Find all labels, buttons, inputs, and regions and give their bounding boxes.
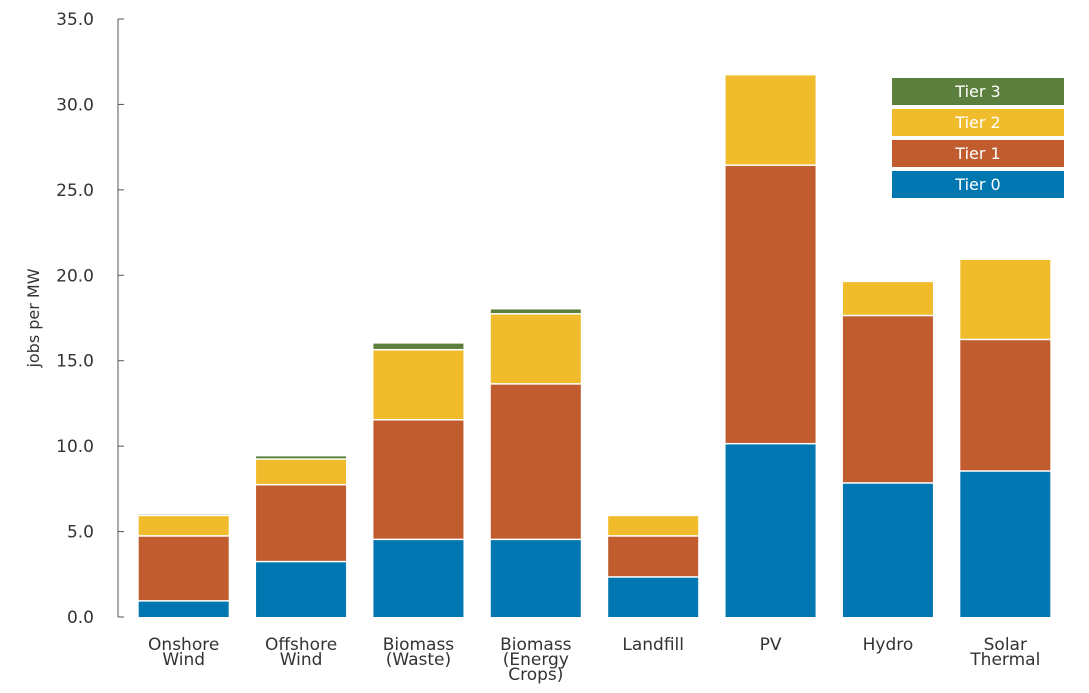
y-tick-label: 20.0 [56,266,94,286]
bar-segment [373,540,464,617]
bar-segment [490,384,581,539]
y-tick-label: 0.0 [67,608,94,628]
bar-segment [608,577,699,617]
bar-segment [842,282,933,315]
legend-label: Tier 1 [954,144,1000,163]
bar-segment [960,340,1051,471]
legend-swatch [892,140,1064,167]
x-category-label: (Energy [503,650,569,670]
x-category-label: Thermal [969,650,1040,670]
bar-segment [256,459,347,484]
legend: Tier 3 Tier 2 Tier 1 Tier 0 [892,78,1064,198]
x-category-label: (Waste) [386,650,451,670]
bar-segment [725,165,816,443]
bar-segment [960,471,1051,617]
legend-label: Tier 2 [954,113,1000,132]
bar-segment [256,562,347,617]
bar-segment [608,536,699,577]
x-category-label: Crops) [508,665,563,685]
bar-segment [138,601,229,617]
bar-segment [138,536,229,601]
bar-segment [490,314,581,384]
y-tick-label: 25.0 [56,181,94,201]
x-category-label: PV [760,635,782,655]
legend-swatch [892,78,1064,105]
x-category-label: Biomass [500,635,572,655]
bar-segment [373,350,464,420]
x-category-label: Offshore [265,635,337,655]
x-category-label: Biomass [383,635,455,655]
y-axis-ticks: 0.0 5.0 10.0 15.0 20.0 25.0 30.0 35.0 [56,10,124,628]
bar-segment [842,316,933,483]
x-category-label: Wind [280,650,323,670]
bar-segment [138,516,229,536]
bar-segment [725,75,816,165]
x-category-label: Hydro [863,635,914,655]
bar-segment [373,420,464,539]
x-axis-labels: OnshoreWindOffshoreWindBiomass(Waste)Bio… [148,635,1040,685]
legend-swatch [892,109,1064,136]
x-category-label: Onshore [148,635,219,655]
bar-segment [256,456,347,459]
y-tick-label: 30.0 [56,95,94,115]
y-axis-label: jobs per MW [24,268,43,368]
x-category-label: Wind [162,650,205,670]
x-category-label: Landfill [622,635,684,655]
bar-segment [725,444,816,617]
legend-swatch [892,171,1064,198]
y-tick-label: 10.0 [56,437,94,457]
bar-segment [842,483,933,617]
y-tick-label: 35.0 [56,10,94,30]
bar-segment [608,516,699,536]
bar-segment [960,259,1051,339]
bar-segment [256,485,347,561]
bar-segment [490,540,581,617]
bars [138,75,1051,617]
x-category-label: Solar [984,635,1027,655]
y-tick-label: 15.0 [56,352,94,372]
y-tick-label: 5.0 [67,523,94,543]
bar-segment [490,309,581,314]
legend-label: Tier 0 [954,175,1000,194]
legend-label: Tier 3 [954,82,1000,101]
bar-segment [373,343,464,349]
